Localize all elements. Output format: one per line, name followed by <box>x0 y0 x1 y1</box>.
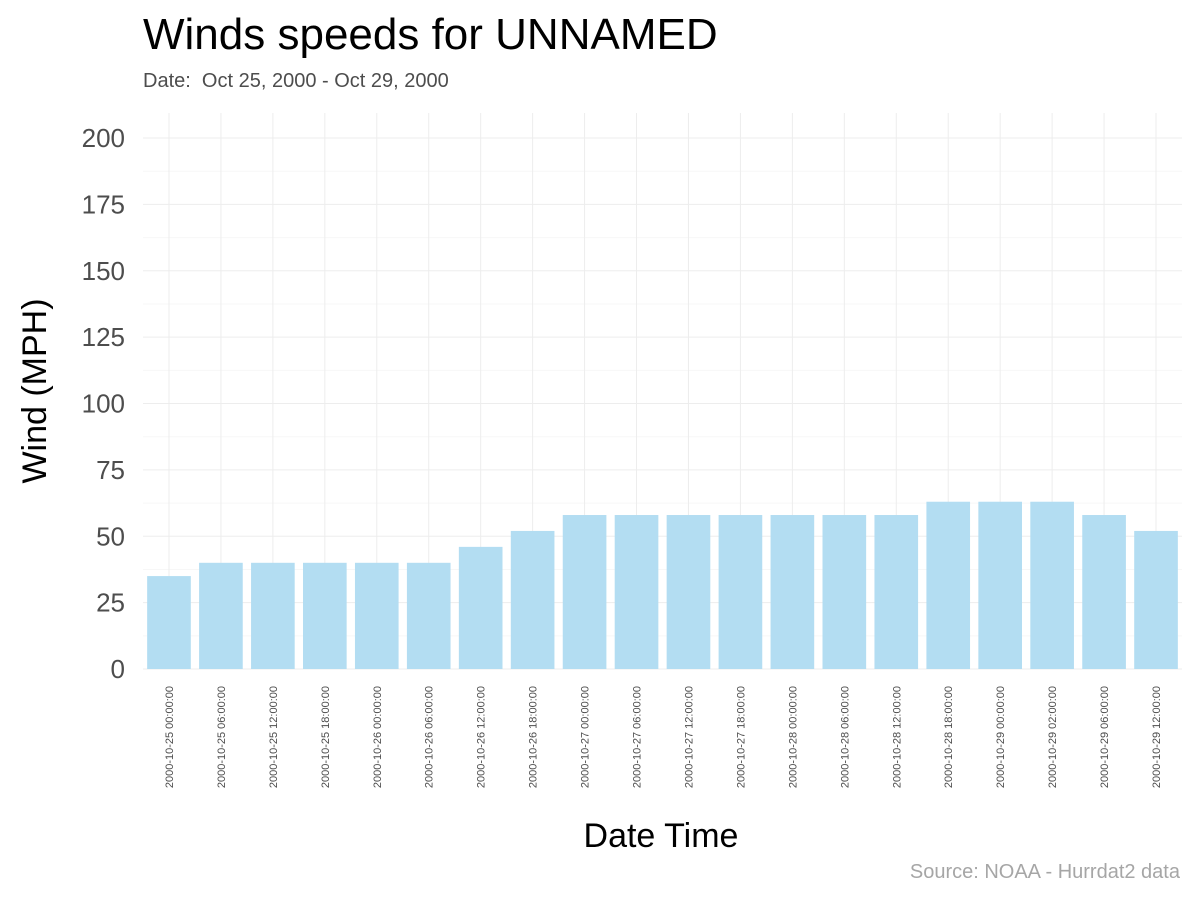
x-tick-label: 2000-10-28 00:00:00 <box>787 686 799 788</box>
bar <box>199 562 243 669</box>
x-tick-label: 2000-10-27 00:00:00 <box>580 686 592 788</box>
x-tick-label: 2000-10-28 12:00:00 <box>891 686 903 788</box>
bar <box>718 515 763 669</box>
x-tick-label: 2000-10-27 06:00:00 <box>632 686 644 788</box>
bar <box>562 515 607 669</box>
x-tick-label: 2000-10-29 12:00:00 <box>1151 686 1163 788</box>
x-tick-label: 2000-10-26 12:00:00 <box>476 686 488 788</box>
grid-lines <box>143 113 1182 670</box>
y-tick-label: 50 <box>96 521 125 551</box>
bar <box>770 515 815 669</box>
x-tick-label: 2000-10-26 18:00:00 <box>528 686 540 788</box>
bars <box>147 501 1178 669</box>
bar <box>458 546 503 669</box>
x-tick-label: 2000-10-29 00:00:00 <box>995 686 1007 788</box>
y-tick-label: 175 <box>82 189 125 219</box>
y-tick-label: 200 <box>82 123 125 153</box>
bar <box>303 562 347 669</box>
x-tick-label: 2000-10-28 18:00:00 <box>943 686 955 788</box>
chart-subtitle: Date: Oct 25, 2000 - Oct 29, 2000 <box>143 70 449 92</box>
x-tick-label: 2000-10-25 12:00:00 <box>268 686 280 788</box>
bar <box>926 501 971 669</box>
x-tick-label: 2000-10-27 18:00:00 <box>735 686 747 788</box>
bar <box>874 515 919 669</box>
x-tick-label: 2000-10-29 02:00:00 <box>1047 686 1059 788</box>
y-tick-label: 100 <box>82 389 125 419</box>
y-tick-label: 25 <box>96 588 125 618</box>
x-tick-label: 2000-10-25 18:00:00 <box>320 686 332 788</box>
bar <box>978 501 1022 669</box>
x-axis-title: Date Time <box>584 817 739 855</box>
chart-title: Winds speeds for UNNAMED <box>143 10 718 59</box>
x-axis-ticks: 2000-10-25 00:00:00 2000-10-25 06:00:00 20… <box>164 686 1163 788</box>
bar <box>1030 501 1074 669</box>
x-tick-label: 2000-10-26 06:00:00 <box>424 686 436 788</box>
bar <box>614 515 659 669</box>
bar <box>822 515 867 669</box>
bar <box>147 576 191 669</box>
y-tick-label: 0 <box>111 654 125 684</box>
bar <box>354 562 399 669</box>
y-tick-label: 150 <box>82 256 125 286</box>
x-tick-label: 2000-10-28 06:00:00 <box>839 686 851 788</box>
x-tick-label: 2000-10-25 06:00:00 <box>216 686 228 788</box>
x-tick-label: 2000-10-25 00:00:00 <box>164 686 176 788</box>
bar <box>510 530 555 669</box>
bar <box>406 562 451 669</box>
bar <box>666 515 711 669</box>
y-tick-label: 125 <box>82 322 125 352</box>
y-tick-label: 75 <box>96 455 125 485</box>
bar <box>251 562 295 669</box>
x-tick-label: 2000-10-26 00:00:00 <box>372 686 384 788</box>
bar <box>1134 530 1178 669</box>
y-axis-ticks: 0 25 50 75 100 125 150 175 200 <box>82 123 125 684</box>
x-tick-label: 2000-10-27 12:00:00 <box>683 686 695 788</box>
x-tick-label: 2000-10-29 06:00:00 <box>1099 686 1111 788</box>
y-axis-title: Wind (MPH) <box>16 298 54 483</box>
chart-caption: Source: NOAA - Hurrdat2 data <box>909 861 1180 883</box>
bar <box>1082 515 1126 669</box>
